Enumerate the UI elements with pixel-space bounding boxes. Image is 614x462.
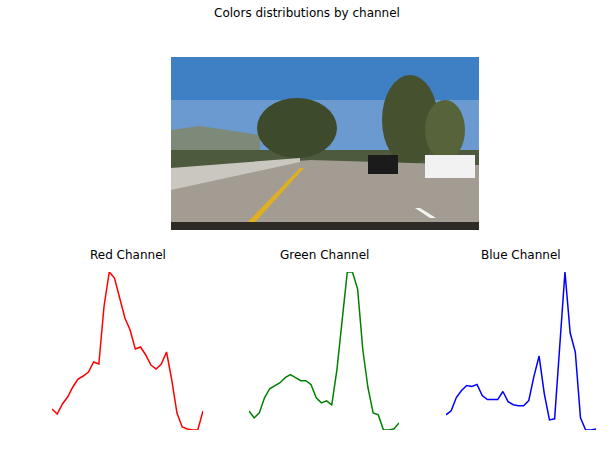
svg-text:Red Channel: Red Channel: [90, 248, 166, 262]
svg-text:Colors distributions by channe: Colors distributions by channel: [214, 6, 400, 20]
svg-text:Green Channel: Green Channel: [280, 248, 369, 262]
svg-text:Blue Channel: Blue Channel: [481, 248, 561, 262]
